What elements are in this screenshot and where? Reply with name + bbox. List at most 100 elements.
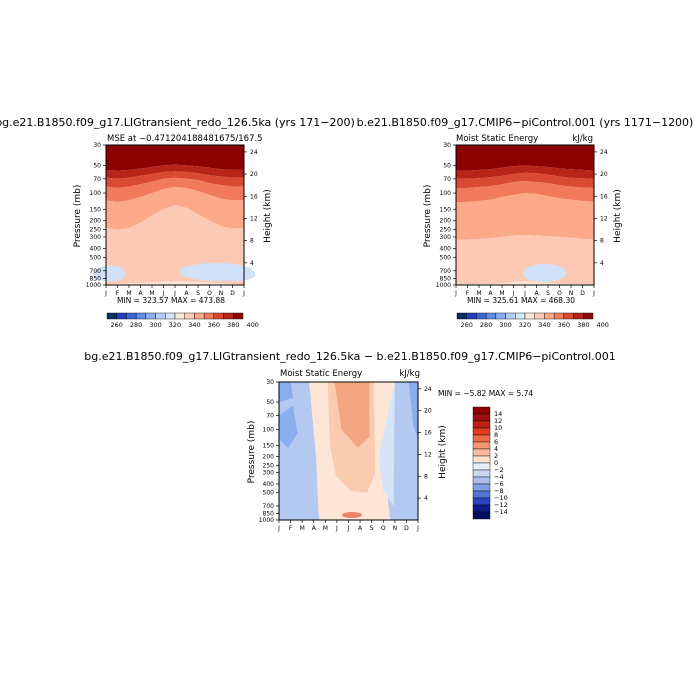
- y2-tick-label: 8: [600, 238, 604, 245]
- colorbar-cell: [583, 312, 594, 320]
- x-tick-label-A: A: [488, 290, 493, 297]
- x-tick-label-O: O: [381, 525, 386, 532]
- y-tick-label: 500: [440, 254, 452, 261]
- colorbar-cell: [472, 427, 491, 436]
- level-band-3: [106, 177, 244, 202]
- panel-lig-stats: MIN = 323.57 MAX = 473.88: [117, 296, 225, 305]
- panel-pi-ylabel-right: Height (km): [613, 189, 623, 243]
- negative-core-top: [279, 382, 293, 403]
- y-tick-label: 100: [263, 426, 275, 433]
- x-tick-label-F: F: [116, 290, 120, 297]
- colorbar-cell: [472, 413, 491, 422]
- y-tick-label: 300: [263, 470, 275, 477]
- colorbar-cell: [515, 312, 526, 320]
- y-tick-label: 850: [440, 276, 452, 283]
- colorbar-cell: [472, 511, 491, 520]
- y-tick-label: 30: [443, 142, 451, 149]
- colorbar-cell: [472, 441, 491, 450]
- colorbar-cell: [472, 476, 491, 485]
- y-tick-label: 50: [443, 162, 451, 169]
- colorbar-cell: [165, 312, 176, 320]
- colorbar-cell: [472, 483, 491, 492]
- plot-area-diff: J F M A M J J A S O N D J305070100150200250300400500…: [259, 379, 432, 532]
- y-tick-label: 50: [266, 399, 274, 406]
- x-tick-label-J: J: [242, 290, 245, 297]
- colorbar-label: 2: [494, 452, 498, 460]
- colorbar-cell: [495, 312, 506, 320]
- colorbar-cell: [466, 312, 477, 320]
- y-tick-label: 30: [266, 379, 274, 386]
- x-tick-label-S: S: [370, 525, 374, 532]
- colorbar-cell: [472, 420, 491, 429]
- y-tick-label: 400: [90, 245, 102, 252]
- cold-blob: [179, 262, 254, 281]
- x-tick-label-A: A: [312, 525, 317, 532]
- panel-pi-ylabel: Pressure (mb): [423, 185, 433, 248]
- colorbar-label: −10: [494, 494, 508, 502]
- x-tick-label-M: M: [476, 290, 481, 297]
- colorbar-cell: [135, 312, 147, 320]
- x-tick-label-F: F: [466, 290, 470, 297]
- y-tick-label: 200: [263, 454, 275, 461]
- x-tick-label-S: S: [546, 290, 550, 297]
- y-tick-label: 150: [263, 442, 275, 449]
- colorbar-pi: 260 280 300 320 340 360 380 400: [456, 312, 609, 329]
- x-tick-label-J: J: [592, 290, 595, 297]
- y-tick-label: 700: [90, 268, 102, 275]
- colorbar-cell: [174, 312, 185, 320]
- panel-pi-subtitle: Moist Static Energy: [456, 134, 538, 144]
- level-band-2: [456, 193, 594, 240]
- y-tick-label: 200: [90, 218, 102, 225]
- x-tick-label-J: J: [104, 290, 107, 297]
- x-tick-label-D: D: [404, 525, 409, 532]
- panel-pi-stats: MIN = 325.61 MAX = 468.30: [467, 296, 575, 305]
- panel-diff-subtitle: Moist Static Energy: [280, 369, 362, 379]
- colorbar-cell: [155, 312, 166, 320]
- colorbar-label: −14: [494, 508, 508, 516]
- cold-blob: [522, 263, 567, 282]
- y2-tick-label: 24: [250, 149, 258, 156]
- colorbar-cell: [233, 312, 244, 320]
- y-tick-label: 1000: [86, 282, 101, 289]
- colorbar-label: 14: [494, 410, 502, 418]
- y-tick-label: 70: [266, 412, 274, 419]
- level-band-top: [456, 145, 594, 171]
- colorbar-cell: [505, 312, 516, 320]
- y-tick-label: 1000: [436, 282, 451, 289]
- y-tick-label: 300: [90, 234, 102, 241]
- colorbar-cell: [524, 312, 535, 320]
- colorbar-cell: [485, 312, 497, 320]
- colorbar-label: 380: [227, 321, 239, 329]
- y2-tick-label: 12: [250, 215, 258, 222]
- colorbar-cell: [472, 455, 491, 464]
- x-tick-label-M: M: [499, 290, 504, 297]
- x-tick-label-A: A: [358, 525, 363, 532]
- y-tick-label: 850: [263, 511, 275, 518]
- panel-diff-units: kJ/kg: [399, 369, 420, 379]
- level-band-4: [456, 172, 594, 188]
- colorbar-cell: [472, 469, 491, 478]
- panel-pi: b.e21.B1850.f09_g17.CMIP6−piControl.001 …: [357, 116, 694, 329]
- colorbar-label: 340: [538, 321, 550, 329]
- y2-tick-label: 20: [250, 171, 258, 178]
- colorbar-cell: [116, 312, 127, 320]
- panel-diff-title: bg.e21.B1850.f09_g17.LIGtransient_redo_1…: [84, 350, 615, 363]
- x-tick-label-A: A: [184, 290, 189, 297]
- panel-lig-ylabel-right: Height (km): [263, 189, 273, 243]
- negative-core-right: [408, 382, 418, 440]
- colorbar-label: 360: [558, 321, 570, 329]
- level-band-top: [106, 145, 244, 171]
- x-tick-label-A: A: [138, 290, 143, 297]
- colorbar-label: −8: [494, 487, 504, 495]
- x-tick-label-J: J: [523, 290, 526, 297]
- x-tick-label-M: M: [149, 290, 154, 297]
- x-tick-label-S: S: [196, 290, 200, 297]
- y2-tick-label: 24: [424, 386, 432, 393]
- colorbar-cell: [472, 406, 491, 415]
- panel-lig-subtitle: MSE at −0.471204188481675/167.5: [107, 134, 263, 144]
- y-tick-label: 100: [90, 190, 102, 197]
- x-tick-label-D: D: [230, 290, 235, 297]
- colorbar-label: 300: [499, 321, 511, 329]
